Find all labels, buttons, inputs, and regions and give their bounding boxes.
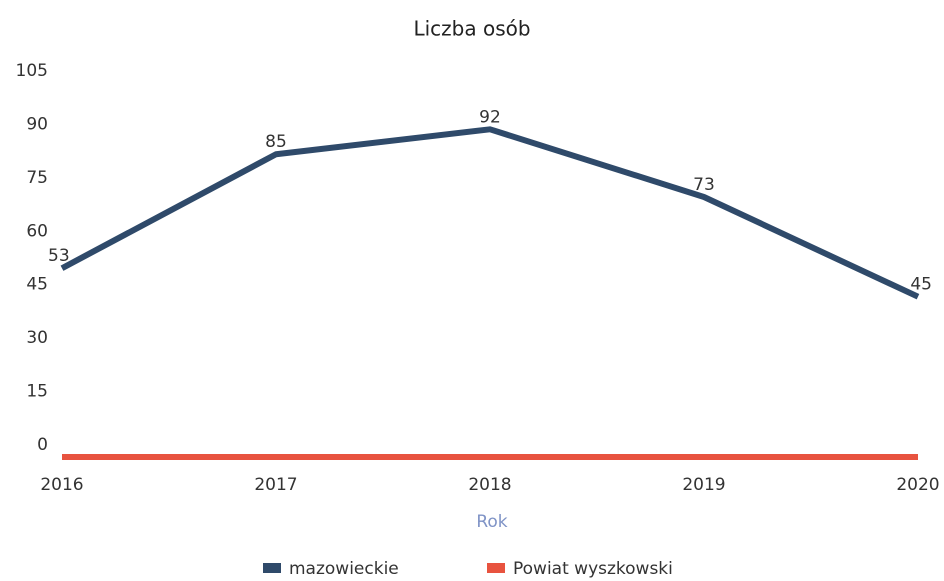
data-label: 53 xyxy=(48,246,70,266)
y-tick-label: 0 xyxy=(37,435,48,455)
legend-label: Powiat wyszkowski xyxy=(513,559,673,579)
data-label: 45 xyxy=(910,275,932,295)
y-tick-label: 90 xyxy=(26,114,48,134)
x-tick-label: 2018 xyxy=(468,475,511,495)
series-line xyxy=(60,126,920,300)
legend-label: mazowieckie xyxy=(289,559,399,579)
chart-title: Liczba osób xyxy=(413,17,530,41)
y-tick-label: 30 xyxy=(26,328,48,348)
data-label: 92 xyxy=(479,107,501,127)
x-tick-label: 2019 xyxy=(682,475,725,495)
data-label: 73 xyxy=(693,175,715,195)
y-tick-label: 45 xyxy=(26,275,48,295)
x-axis-label: Rok xyxy=(476,512,507,532)
x-tick-label: 2016 xyxy=(40,475,83,495)
x-tick-label: 2017 xyxy=(254,475,297,495)
legend-swatch xyxy=(487,563,505,573)
y-tick-label: 60 xyxy=(26,221,48,241)
legend-swatch xyxy=(263,563,281,573)
y-tick-label: 15 xyxy=(26,382,48,402)
y-tick-label: 105 xyxy=(16,61,48,81)
data-label: 85 xyxy=(265,132,287,152)
x-tick-label: 2020 xyxy=(896,475,939,495)
y-tick-label: 75 xyxy=(26,168,48,188)
